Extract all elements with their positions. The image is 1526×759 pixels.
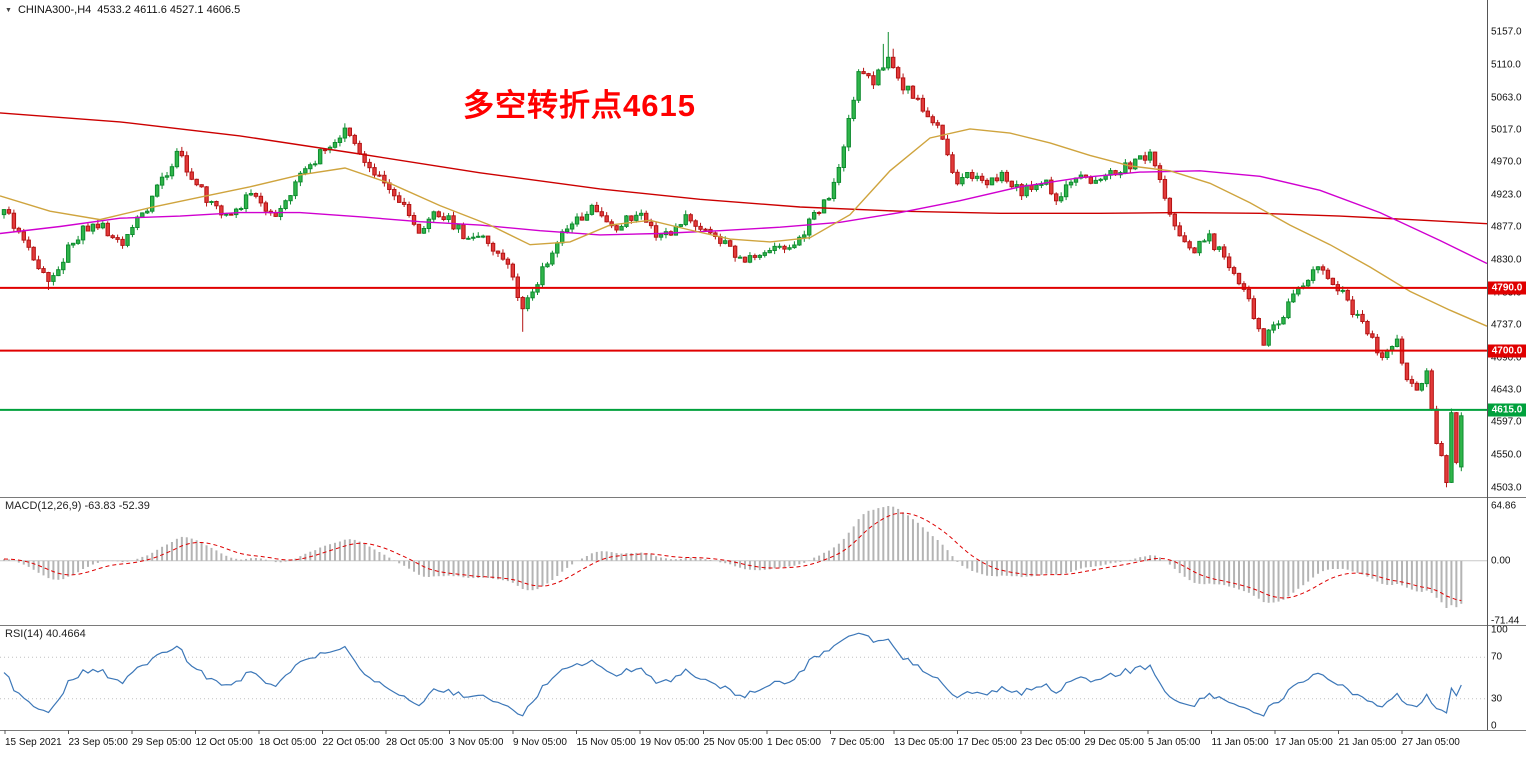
rsi-indicator-label: RSI(14) 40.4664 xyxy=(5,628,86,640)
chart-header: ▼ CHINA300-,H4 4533.2 4611.6 4527.1 4606… xyxy=(5,4,240,16)
time-label: 15 Sep 2021 xyxy=(5,737,62,748)
symbol-timeframe-label: CHINA300-,H4 xyxy=(17,4,92,16)
macd-histogram xyxy=(3,506,1463,608)
price-label: 4597.0 xyxy=(1491,416,1522,428)
time-label: 5 Jan 05:00 xyxy=(1148,737,1201,748)
rsi-axis-label: 0 xyxy=(1491,720,1497,732)
time-label: 28 Oct 05:00 xyxy=(386,737,444,748)
time-label: 25 Nov 05:00 xyxy=(703,737,764,748)
time-label: 17 Dec 05:00 xyxy=(957,737,1018,748)
time-label: 23 Sep 05:00 xyxy=(68,737,129,748)
price-label: 4503.0 xyxy=(1491,482,1522,494)
candlesticks xyxy=(1,32,1464,488)
time-label: 1 Dec 05:00 xyxy=(767,737,821,748)
time-label: 19 Nov 05:00 xyxy=(640,737,700,748)
price-label: 5017.0 xyxy=(1491,124,1522,136)
time-label: 7 Dec 05:00 xyxy=(830,737,885,748)
time-label: 9 Nov 05:00 xyxy=(513,737,567,748)
time-label: 18 Oct 05:00 xyxy=(259,737,317,748)
price-label: 5110.0 xyxy=(1491,59,1521,71)
price-badge-4700.0: 4700.0 xyxy=(1488,344,1526,358)
price-label: 5063.0 xyxy=(1491,92,1522,104)
price-label: 4690.0 xyxy=(1491,352,1522,364)
rsi-line xyxy=(3,632,1462,717)
price-badge-4790.0: 4790.0 xyxy=(1488,281,1526,295)
price-label: 5157.0 xyxy=(1491,26,1522,38)
time-label: 15 Nov 05:00 xyxy=(576,737,637,748)
time-label: 29 Sep 05:00 xyxy=(132,737,192,748)
time-label: 27 Jan 05:00 xyxy=(1402,737,1460,748)
time-label: 13 Dec 05:00 xyxy=(894,737,954,748)
price-label: 4923.0 xyxy=(1491,189,1522,201)
time-label: 29 Dec 05:00 xyxy=(1084,737,1145,748)
price-badge-4615.0: 4615.0 xyxy=(1488,403,1526,417)
macd-axis-label: 64.86 xyxy=(1491,500,1517,512)
price-label: 4550.0 xyxy=(1491,449,1522,461)
time-label: 21 Jan 05:00 xyxy=(1338,737,1397,748)
macd-signal-line xyxy=(3,512,1462,601)
price-label: 4970.0 xyxy=(1491,156,1522,168)
time-label: 17 Jan 05:00 xyxy=(1275,737,1333,748)
ma-slow-red xyxy=(0,112,1488,225)
ohlc-readout: 4533.2 4611.6 4527.1 4606.5 xyxy=(97,4,241,16)
price-label: 4643.0 xyxy=(1491,384,1522,396)
rsi-axis-label: 30 xyxy=(1491,693,1503,705)
price-label: 4877.0 xyxy=(1491,221,1522,233)
ma-medium-magenta xyxy=(0,170,1488,265)
time-label: 11 Jan 05:00 xyxy=(1211,737,1269,748)
time-label: 23 Dec 05:00 xyxy=(1021,737,1081,748)
time-label: 22 Oct 05:00 xyxy=(322,737,380,748)
time-label: 12 Oct 05:00 xyxy=(195,737,253,748)
rsi-axis-label: 100 xyxy=(1491,624,1508,636)
rsi-axis-label: 70 xyxy=(1491,651,1503,663)
symbol-marker-icon: ▼ xyxy=(5,6,12,14)
macd-axis-label: 0.00 xyxy=(1491,555,1511,567)
price-label: 4830.0 xyxy=(1491,254,1522,266)
macd-indicator-label: MACD(12,26,9) -63.83 -52.39 xyxy=(5,500,150,512)
annotation-text: 多空转折点4615 xyxy=(463,88,696,123)
macd-axis-label: -71.44 xyxy=(1491,615,1520,627)
price-label: 4737.0 xyxy=(1491,319,1522,331)
time-label: 3 Nov 05:00 xyxy=(449,737,504,748)
ma-fast-orange xyxy=(0,128,1488,327)
